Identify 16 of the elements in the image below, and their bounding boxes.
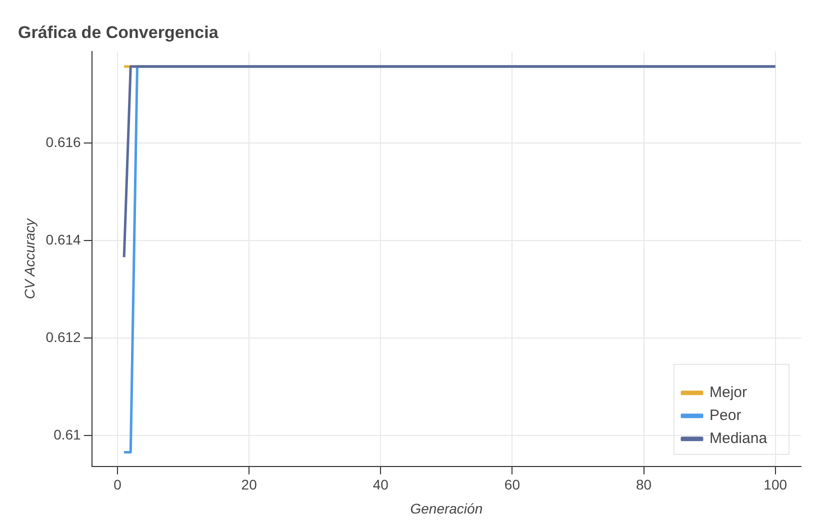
x-tick-label: 100 — [764, 476, 788, 493]
y-axis-title: CV Accuracy — [21, 218, 38, 300]
y-tick-label: 0.614 — [46, 231, 82, 248]
y-tick-label: 0.612 — [46, 329, 82, 346]
legend-label: Peor — [710, 407, 742, 424]
y-tick-label: 0.61 — [54, 426, 82, 443]
chart-title: Gráfica de Convergencia — [18, 22, 219, 42]
x-tick-label: 20 — [241, 476, 258, 493]
legend-label: Mediana — [710, 430, 768, 448]
x-tick-label: 40 — [372, 476, 389, 493]
x-tick-label: 0 — [114, 476, 122, 493]
y-tick-label: 0.616 — [46, 134, 82, 150]
x-axis-title: Generación — [410, 500, 483, 516]
x-tick-label: 80 — [636, 476, 652, 493]
x-tick-label: 60 — [504, 476, 520, 493]
legend-label: Mejor — [710, 384, 748, 402]
